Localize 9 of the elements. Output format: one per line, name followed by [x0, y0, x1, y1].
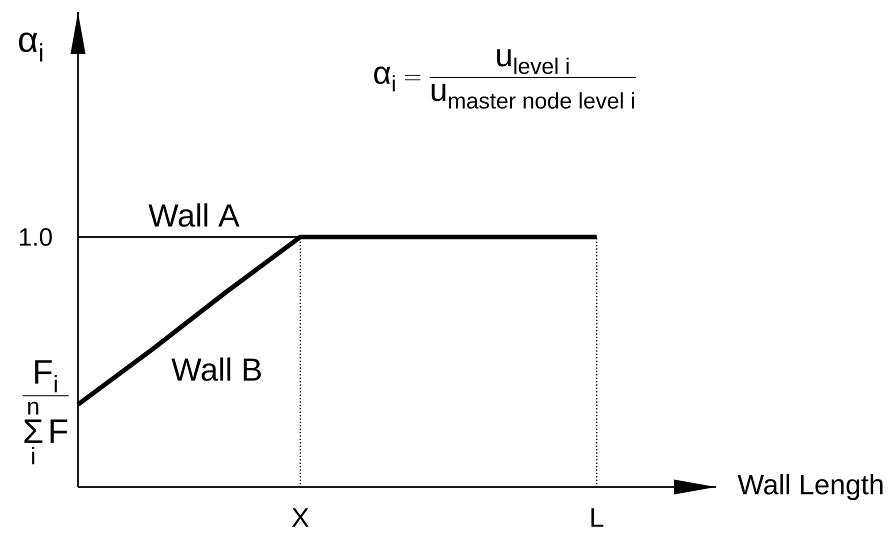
y-axis-title: α$_{i}$ — [19, 32, 42, 62]
text: $\frac{\text{F}_{\text{i}}}{\mathop{\text{Σ}}\limits_{\text{i}}^{\text{n}}\text{F}}$ — [22, 360, 69, 464]
x-tick-label: L — [591, 508, 604, 527]
series-label: Wall A — [148, 203, 240, 227]
text: $\text{α}_{\text{i}} = \frac{\text{u}_{\text{level i}}}{\text{u}_{\text{master node level i}}}$ — [374, 49, 636, 109]
series-label: Wall B — [171, 357, 261, 381]
x-axis-title: Wall Length — [738, 474, 883, 500]
text: 1.0 — [20, 228, 52, 246]
x-tick-label: X — [292, 508, 309, 527]
